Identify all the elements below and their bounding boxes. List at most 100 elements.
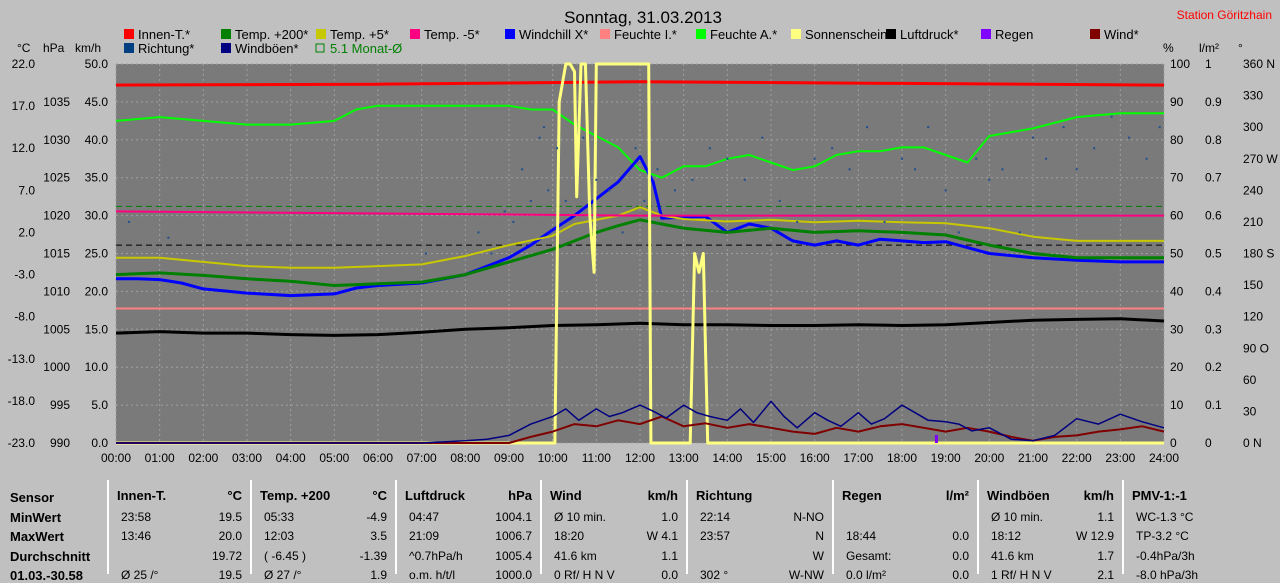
unit-wind: km/h [75,41,101,55]
legend-item: Innen-T.* [124,27,190,42]
x-tick-label: 08:00 [450,451,480,465]
point-richtung [975,157,978,160]
y-tick-direction: 360 N [1243,57,1275,71]
point-richtung [1032,136,1034,139]
x-tick-label: 22:00 [1062,451,1092,465]
cell-label: Ø 27 /° [264,568,302,582]
point-richtung [425,252,428,255]
weather-chart: 00:00 01:00 02:00 03:00 04:00 05:00 06:00 07:00… [7,8,1279,465]
x-tick-label: 10:00 [538,451,568,465]
y-tick-temp: 22.0 [12,57,36,71]
point-richtung [1093,147,1096,150]
y-tick-pressure: 1000 [43,360,70,374]
row-label-partial: 01.03.-30.58 [10,568,84,583]
point-richtung [866,126,869,129]
point-richtung [1045,157,1048,160]
legend-item: Temp. +200* [221,27,308,42]
column-unit: l/m² [945,488,969,503]
legend-label: Regen [995,27,1033,42]
point-richtung [691,178,694,181]
column-header: Wind [550,488,582,503]
row-label-sensor: Sensor [10,490,55,505]
legend-label: Sonnenschein [805,27,887,42]
y-tick-temp: 7.0 [18,183,35,197]
column-separator [832,480,834,574]
cell-label: 22:14 [700,510,731,524]
y-tick-wind: 0.0 [91,436,108,450]
series-temp-5 [116,206,1164,269]
point-richtung [1110,115,1113,118]
legend-item: Richtung* [124,41,194,56]
point-richtung [1128,136,1131,139]
y-tick-pressure: 1015 [43,247,70,261]
column-separator [107,480,109,574]
column-separator [1122,480,1124,574]
point-richtung [542,126,545,129]
y-tick-direction: 330 [1243,89,1263,103]
cell-label: 21:09 [409,529,440,543]
y-tick-rain: 0.6 [1205,209,1222,223]
legend-item: Windchill X* [505,27,588,42]
table-column: PMV-1:-1 WC-1.3 °C TP-3.2 °C -0.4hPa/3h -8.0… [1124,484,1280,582]
y-tick-temp: 12.0 [12,141,36,155]
y-tick-rain: 0.7 [1205,171,1222,185]
point-richtung [778,199,781,202]
y-tick-temp: -8.0 [14,310,35,324]
cell-label: 0.0 l/m² [846,568,887,582]
series-feuchte-a [115,104,1164,179]
y-tick-percent: 0 [1170,436,1177,450]
cell-label: 18:12 [991,529,1022,543]
y-tick-direction: 300 [1243,120,1263,134]
station-name: Station Göritzhain [1177,8,1272,22]
point-richtung [988,178,991,181]
y-tick-direction: 30 [1243,404,1257,418]
x-tick-label: 19:00 [931,451,961,465]
point-richtung [634,147,637,150]
cell-value: W 12.9 [1075,529,1114,543]
point-richtung [813,157,816,160]
cell-label: -0.4hPa/3h [1136,549,1195,563]
point-richtung [726,157,729,160]
table-column: Innen-T. °C 23:58 19.5 13:46 20.0 19.72 Ø 25 /°… [109,484,250,582]
point-richtung [848,168,851,171]
y-tick-direction: 0 N [1243,436,1262,450]
point-richtung [796,220,799,223]
legend-swatch [410,29,420,39]
y-tick-wind: 50.0 [85,57,109,71]
cell-value: 0.0 [952,529,969,543]
x-tick-label: 14:00 [712,451,742,465]
x-tick-label: 13:00 [669,451,699,465]
cell-value: 1005.4 [495,549,532,563]
x-tick-label: 05:00 [319,451,349,465]
cell-label: 1 Rf/ H N V [991,568,1052,582]
cell-value: 19.72 [211,549,242,563]
y-tick-rain: 0.2 [1205,360,1222,374]
legend-swatch [221,43,231,53]
cell-value: W 4.1 [646,529,678,543]
cell-label: 41.6 km [554,549,597,563]
y-tick-wind: 5.0 [91,398,108,412]
y-tick-direction: 240 [1243,183,1263,197]
legend-label: Wind* [1104,27,1139,42]
point-richtung [521,168,524,171]
series-sonnenschein [116,62,1164,445]
legend-swatch [696,29,706,39]
legend-label: Temp. -5* [424,27,480,42]
y-tick-direction: 180 S [1243,247,1274,261]
point-richtung [901,157,903,160]
x-tick-label: 01:00 [145,451,175,465]
y-tick-temp: 17.0 [12,99,36,113]
cell-label: 23:57 [700,529,731,543]
legend-item: Wind* [1090,27,1139,42]
series-wind [116,415,1165,444]
point-richtung [743,178,746,181]
unit-percent: % [1163,41,1174,55]
unit-pressure: hPa [43,41,65,55]
series-temp-5 [115,210,1164,217]
legend-swatch [124,29,134,39]
legend-item: Feuchte I.* [600,27,677,42]
cell-label: 0 Rf/ H N V [554,568,615,582]
cell-value: 1.7 [1097,549,1114,563]
cell-label: 23:58 [121,510,152,524]
legend-swatch [1090,29,1100,39]
